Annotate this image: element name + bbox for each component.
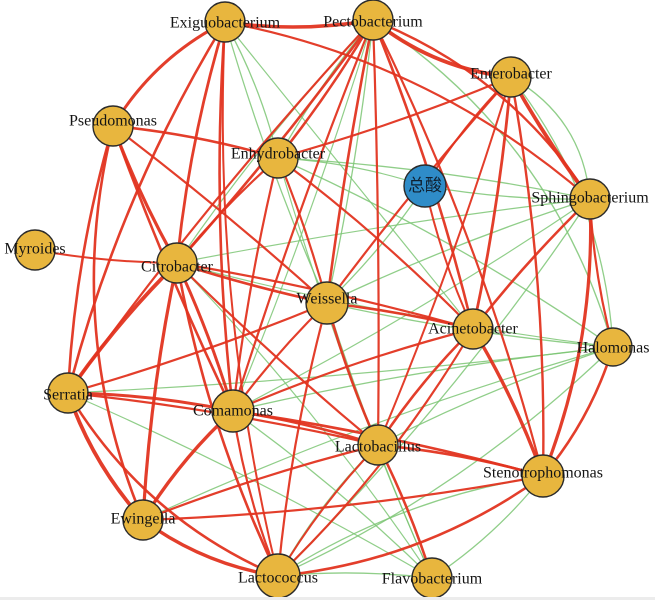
edge-enh-aci xyxy=(276,156,475,331)
edge-ent-lac xyxy=(377,76,512,446)
edge-myr-cit xyxy=(34,249,178,264)
edge-ste-ewi xyxy=(141,474,545,522)
edge-exi-pse xyxy=(111,20,227,128)
edge-pec-com xyxy=(232,19,374,412)
edge-ent-enh xyxy=(276,75,513,160)
edge-pec-lac xyxy=(371,18,380,447)
edge-fla-cit xyxy=(176,262,433,579)
node-exi xyxy=(204,1,246,43)
node-sph xyxy=(569,178,611,220)
edge-cit-ewi xyxy=(141,261,179,522)
node-hal xyxy=(593,327,633,367)
edge-wei-lco xyxy=(276,301,329,578)
node-pec xyxy=(352,0,394,41)
edge-pec-wei xyxy=(326,19,374,304)
node-lco xyxy=(255,553,301,599)
edge-aci-lac xyxy=(376,327,475,447)
node-fla xyxy=(411,557,453,599)
edge-lco-ste xyxy=(277,475,544,577)
edge-acid-enh xyxy=(277,157,426,187)
node-wei xyxy=(305,281,349,325)
edge-exi-lco xyxy=(221,21,279,577)
edge-ste-lco xyxy=(276,474,545,578)
node-pse xyxy=(92,105,134,147)
edge-ent-ste xyxy=(509,75,545,478)
edge-ser-lco xyxy=(66,391,280,578)
edge-ent-sph xyxy=(509,75,592,201)
edge-pec-ste xyxy=(371,18,545,478)
edge-pec-hal xyxy=(372,19,614,348)
edge-aci-com xyxy=(231,327,475,413)
edge-pec-wei xyxy=(325,18,375,305)
edge-lac-ewi xyxy=(141,443,380,522)
node-ste xyxy=(521,454,565,498)
edge-sph-com xyxy=(232,198,591,412)
edge-cit-ser xyxy=(66,261,179,395)
node-ewi xyxy=(122,499,164,541)
edge-exi-sph xyxy=(223,20,592,201)
edge-sph-cit xyxy=(176,198,591,264)
nodes-layer xyxy=(14,0,633,599)
node-aci xyxy=(452,308,494,350)
node-lac xyxy=(357,424,399,466)
edge-cit-com xyxy=(175,261,235,413)
edge-sph-wei xyxy=(326,198,591,304)
page-edge-strip xyxy=(0,597,655,600)
node-cit xyxy=(156,242,198,284)
node-enh xyxy=(257,137,299,179)
edge-sph-ste xyxy=(541,197,593,478)
focus-node-acid xyxy=(403,164,447,208)
node-myr xyxy=(14,229,56,271)
edge-pse-cit xyxy=(111,124,179,265)
node-ser xyxy=(47,372,89,414)
edge-hal-ewi xyxy=(142,346,614,521)
edge-exi-com xyxy=(218,20,235,413)
edge-sph-aci xyxy=(471,197,592,331)
edge-sph-hal xyxy=(588,197,615,349)
node-com xyxy=(211,389,255,433)
edge-exi-cit xyxy=(175,20,227,265)
node-ent xyxy=(490,56,532,98)
edge-wei-ser xyxy=(66,301,329,395)
edge-ent-aci xyxy=(471,75,513,331)
edge-lac-ste xyxy=(376,443,545,478)
edge-hal-ste xyxy=(541,345,615,478)
edge-pse-ser xyxy=(66,124,115,395)
edge-hal-lco xyxy=(277,346,614,577)
edge-exi-ser xyxy=(66,20,227,395)
edge-hal-ser xyxy=(67,346,614,394)
